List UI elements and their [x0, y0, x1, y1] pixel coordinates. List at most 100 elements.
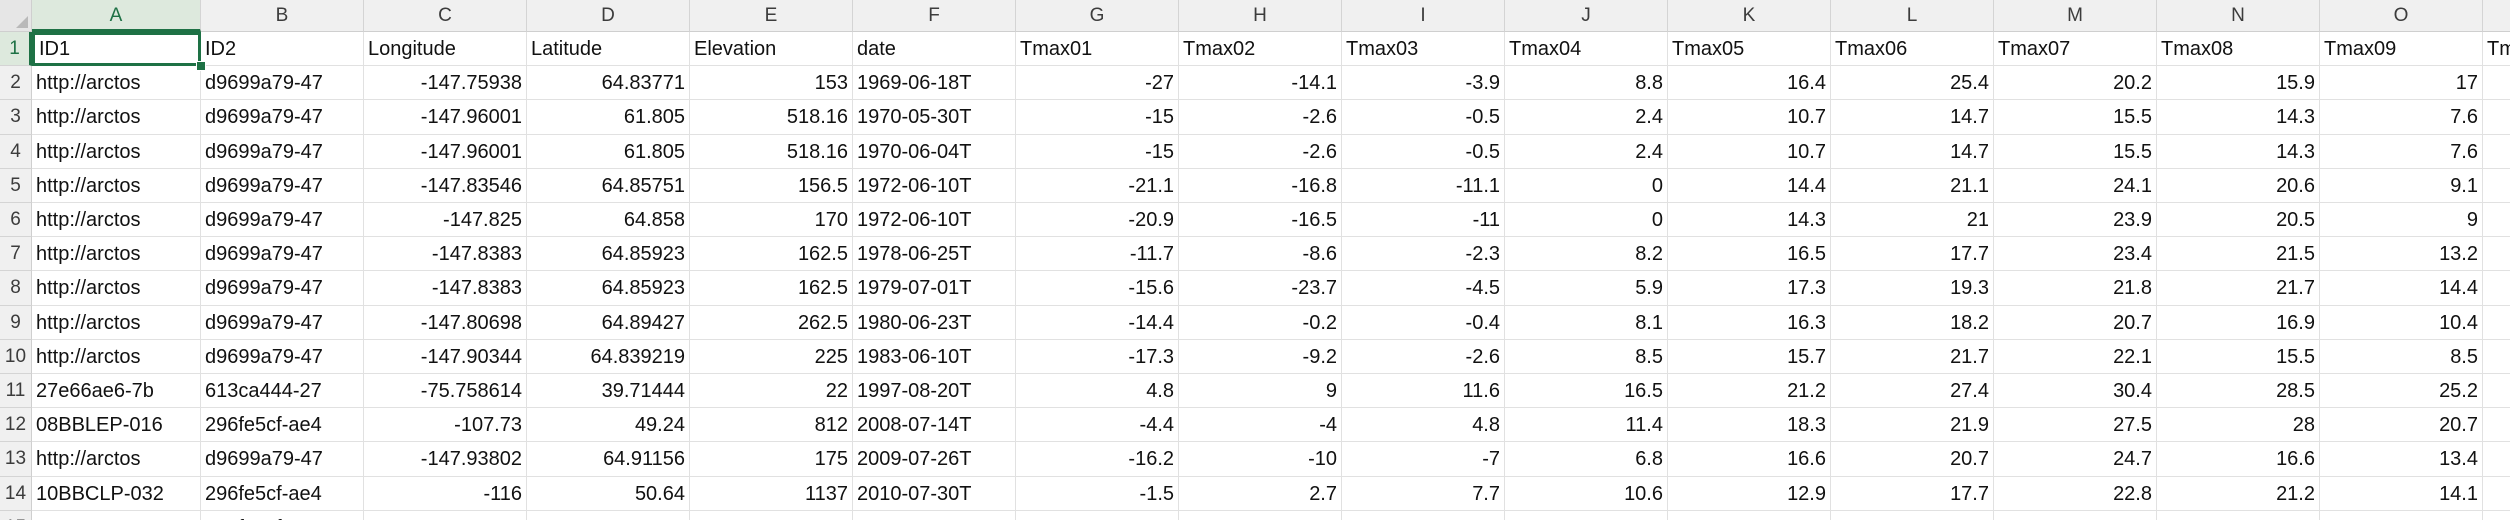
cell-B12[interactable]: 296fe5cf-ae4: [201, 408, 364, 443]
cell-L5[interactable]: 21.1: [1831, 168, 1994, 203]
cell-L13[interactable]: 20.7: [1831, 442, 1994, 477]
cell-E15[interactable]: 1146: [690, 510, 853, 520]
cell-D13[interactable]: 64.91156: [527, 442, 690, 477]
cell-D6[interactable]: 64.858: [527, 203, 690, 238]
cell-L14[interactable]: 17.7: [1831, 476, 1994, 511]
cell-P2[interactable]: 7.4: [2483, 66, 2510, 101]
cell-O15[interactable]: 12.2: [2320, 510, 2483, 520]
cell-C13[interactable]: -147.93802: [364, 442, 527, 477]
cell-E5[interactable]: 156.5: [690, 168, 853, 203]
cell-C9[interactable]: -147.80698: [364, 305, 527, 340]
cell-L7[interactable]: 17.7: [1831, 237, 1994, 272]
cell-K8[interactable]: 17.3: [1668, 271, 1831, 306]
column-header-E[interactable]: E: [690, 0, 853, 32]
cell-K2[interactable]: 16.4: [1668, 66, 1831, 101]
cell-I5[interactable]: -11.1: [1342, 168, 1505, 203]
cell-P5[interactable]: 0.9: [2483, 169, 2510, 203]
row-header-3[interactable]: 3: [0, 100, 32, 135]
cell-F5[interactable]: 1972-06-10T: [853, 168, 1016, 203]
row-header-5[interactable]: 5: [0, 168, 32, 203]
cell-K3[interactable]: 10.7: [1668, 100, 1831, 135]
cell-O7[interactable]: 13.2: [2320, 237, 2483, 272]
cell-M13[interactable]: 24.7: [1994, 442, 2157, 477]
cell-J4[interactable]: 2.4: [1505, 134, 1668, 169]
cell-D4[interactable]: 61.805: [527, 134, 690, 169]
cell-K6[interactable]: 14.3: [1668, 203, 1831, 238]
header-cell-longitude[interactable]: Longitude: [364, 32, 527, 67]
cell-E10[interactable]: 225: [690, 339, 853, 374]
cell-L3[interactable]: 14.7: [1831, 100, 1994, 135]
cell-P13[interactable]: 3.2: [2483, 442, 2510, 477]
cell-A2[interactable]: http://arctos: [32, 66, 201, 101]
cell-E3[interactable]: 518.16: [690, 100, 853, 135]
cell-N11[interactable]: 28.5: [2157, 374, 2320, 409]
cell-P6[interactable]: 0.9: [2483, 203, 2510, 238]
cell-G7[interactable]: -11.7: [1016, 237, 1179, 272]
cell-N5[interactable]: 20.6: [2157, 168, 2320, 203]
column-header-N[interactable]: N: [2157, 0, 2320, 32]
cell-P10[interactable]: -2.2: [2483, 340, 2510, 374]
cell-L12[interactable]: 21.9: [1831, 408, 1994, 443]
cell-A8[interactable]: http://arctos: [32, 271, 201, 306]
cell-I12[interactable]: 4.8: [1342, 408, 1505, 443]
cell-J2[interactable]: 8.8: [1505, 66, 1668, 101]
cell-M12[interactable]: 27.5: [1994, 408, 2157, 443]
cell-M9[interactable]: 20.7: [1994, 305, 2157, 340]
cell-N12[interactable]: 28: [2157, 408, 2320, 443]
cell-B4[interactable]: d9699a79-47: [201, 134, 364, 169]
cell-A11[interactable]: 27e66ae6-7b: [32, 374, 201, 409]
column-header-O[interactable]: O: [2320, 0, 2483, 32]
cell-K14[interactable]: 12.9: [1668, 476, 1831, 511]
header-cell-tmax01[interactable]: Tmax01: [1016, 32, 1179, 67]
column-header-K[interactable]: K: [1668, 0, 1831, 32]
row-header-14[interactable]: 14: [0, 476, 32, 511]
cell-A7[interactable]: http://arctos: [32, 237, 201, 272]
cell-J5[interactable]: 0: [1505, 168, 1668, 203]
cell-C4[interactable]: -147.96001: [364, 134, 527, 169]
cell-L2[interactable]: 25.4: [1831, 66, 1994, 101]
cell-P8[interactable]: 5.1: [2483, 271, 2510, 306]
cell-K15[interactable]: 11.5: [1668, 510, 1831, 520]
cell-J7[interactable]: 8.2: [1505, 237, 1668, 272]
cell-H14[interactable]: 2.7: [1179, 476, 1342, 511]
cell-K4[interactable]: 10.7: [1668, 134, 1831, 169]
cell-G10[interactable]: -17.3: [1016, 339, 1179, 374]
cell-A9[interactable]: http://arctos: [32, 305, 201, 340]
row-header-12[interactable]: 12: [0, 408, 32, 443]
cell-N7[interactable]: 21.5: [2157, 237, 2320, 272]
cell-H11[interactable]: 9: [1179, 374, 1342, 409]
cell-B8[interactable]: d9699a79-47: [201, 271, 364, 306]
row-header-4[interactable]: 4: [0, 134, 32, 169]
cell-H15[interactable]: 0.9: [1179, 510, 1342, 520]
header-cell-tmax09[interactable]: Tmax09: [2320, 32, 2483, 67]
cell-C7[interactable]: -147.8383: [364, 237, 527, 272]
cell-D2[interactable]: 64.83771: [527, 66, 690, 101]
cell-H9[interactable]: -0.2: [1179, 305, 1342, 340]
cell-A14[interactable]: 10BBCLP-032: [32, 476, 201, 511]
cell-M14[interactable]: 22.8: [1994, 476, 2157, 511]
cell-L9[interactable]: 18.2: [1831, 305, 1994, 340]
column-header-A[interactable]: A: [32, 0, 201, 32]
cell-D12[interactable]: 49.24: [527, 408, 690, 443]
cell-J9[interactable]: 8.1: [1505, 305, 1668, 340]
cell-D9[interactable]: 64.89427: [527, 305, 690, 340]
column-header-C[interactable]: C: [364, 0, 527, 32]
cell-A15[interactable]: 10BBCLP-031: [32, 510, 201, 520]
cell-H13[interactable]: -10: [1179, 442, 1342, 477]
cell-C11[interactable]: -75.758614: [364, 374, 527, 409]
cell-F15[interactable]: 2010-06-26T: [853, 510, 1016, 520]
cell-D8[interactable]: 64.85923: [527, 271, 690, 306]
cell-G8[interactable]: -15.6: [1016, 271, 1179, 306]
cell-G15[interactable]: -2.7: [1016, 510, 1179, 520]
cell-G13[interactable]: -16.2: [1016, 442, 1179, 477]
cell-H4[interactable]: -2.6: [1179, 134, 1342, 169]
cell-H8[interactable]: -23.7: [1179, 271, 1342, 306]
cell-K5[interactable]: 14.4: [1668, 168, 1831, 203]
cell-E11[interactable]: 22: [690, 374, 853, 409]
cell-P3[interactable]: -2.2: [2483, 100, 2510, 135]
cell-N15[interactable]: 18.6: [2157, 510, 2320, 520]
cell-E8[interactable]: 162.5: [690, 271, 853, 306]
cell-N13[interactable]: 16.6: [2157, 442, 2320, 477]
cell-J15[interactable]: 9.5: [1505, 510, 1668, 520]
cell-P7[interactable]: -0.2: [2483, 237, 2510, 272]
